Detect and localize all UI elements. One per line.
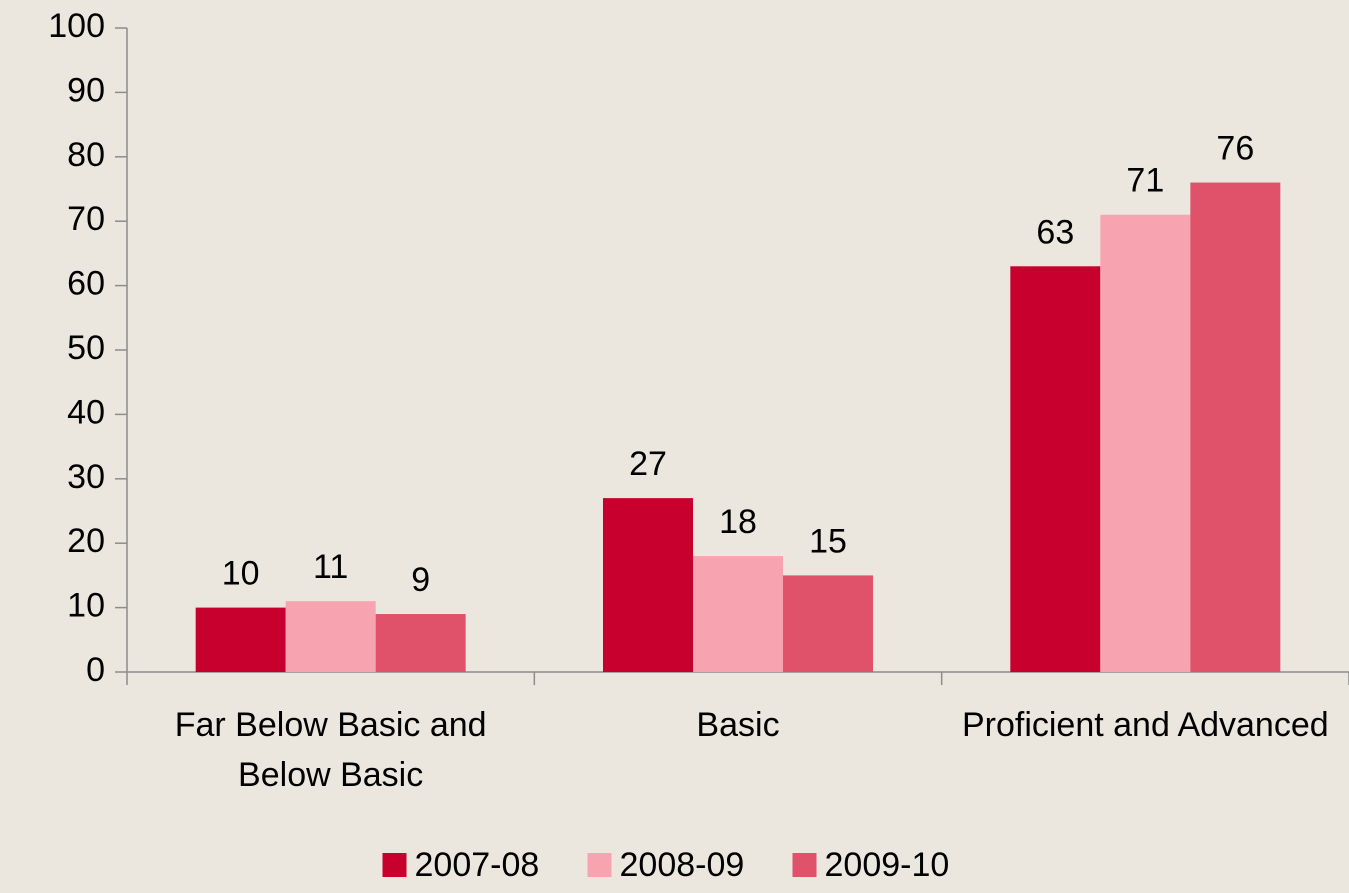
data-label: 71: [1126, 162, 1164, 200]
legend-label: 2008-09: [620, 846, 745, 884]
y-tick-label: 10: [67, 587, 105, 625]
y-tick-label: 80: [67, 136, 105, 174]
bar: [195, 607, 286, 672]
data-label: 9: [411, 561, 430, 599]
data-label: 10: [222, 555, 260, 593]
data-label: 63: [1036, 213, 1074, 251]
bar: [693, 556, 783, 672]
data-label: 18: [719, 503, 757, 541]
y-tick-label: 50: [67, 329, 105, 367]
legend-swatch: [382, 853, 407, 877]
data-label: 27: [629, 445, 667, 483]
y-tick-label: 60: [67, 265, 105, 303]
y-tick-label: 40: [67, 393, 105, 431]
bar: [375, 614, 466, 672]
data-label: 15: [809, 522, 847, 560]
legend-label: 2009-10: [825, 846, 950, 884]
y-tick-label: 30: [67, 458, 105, 496]
y-tick-label: 20: [67, 522, 105, 560]
legend-swatch: [792, 853, 817, 877]
y-tick-label: 90: [67, 71, 105, 109]
bar: [1010, 266, 1101, 672]
legend-label: 2007-08: [415, 846, 540, 884]
x-tick-label: Basic: [696, 706, 780, 744]
x-tick-label: Proficient and Advanced: [961, 706, 1329, 744]
bar: [603, 498, 693, 672]
y-tick-label: 100: [48, 7, 105, 45]
data-label: 76: [1216, 130, 1254, 168]
y-tick-label: 0: [86, 651, 105, 689]
x-tick-label: Far Below Basic and Below Basic: [174, 706, 487, 794]
legend-swatch: [587, 853, 612, 877]
bar: [285, 601, 376, 672]
bar: [783, 575, 873, 672]
y-tick-label: 70: [67, 200, 105, 238]
bar: [1190, 182, 1281, 672]
data-label: 11: [313, 548, 348, 586]
bar: [1100, 214, 1191, 672]
